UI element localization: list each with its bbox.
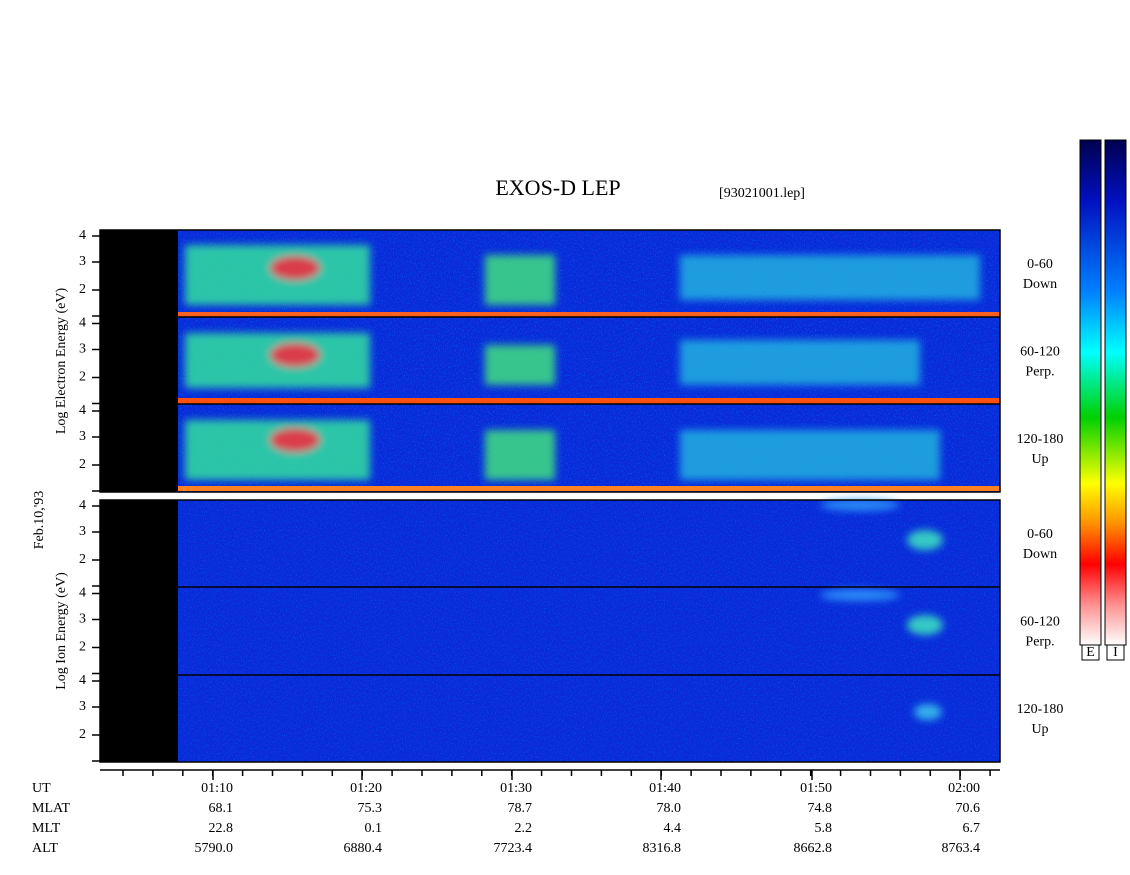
ephemeris-value: 78.7	[508, 801, 533, 816]
ion-axis-label: Log Ion Energy (eV)	[54, 572, 69, 690]
channel-direction: Down	[1023, 277, 1057, 292]
title: EXOS-D LEP	[495, 175, 620, 200]
ephemeris-row-name: MLT	[32, 821, 61, 836]
ephemeris-value: 01:10	[201, 781, 233, 796]
channel-range: 120-180	[1017, 432, 1064, 447]
y-tick-label: 4	[79, 586, 86, 601]
channel-range: 60-120	[1020, 615, 1060, 630]
y-tick-label: 2	[79, 640, 86, 655]
ephemeris-value: 5.8	[815, 821, 833, 836]
y-tick-label: 3	[79, 342, 86, 357]
ephemeris-value: 74.8	[808, 801, 833, 816]
y-tick-label: 2	[79, 457, 86, 472]
file-name: [93021001.lep]	[719, 186, 805, 201]
ephemeris-value: 75.3	[358, 801, 383, 816]
ephemeris-value: 70.6	[956, 801, 981, 816]
ephemeris-value: 4.4	[664, 821, 682, 836]
ephemeris-row-name: ALT	[32, 841, 58, 856]
y-tick-label: 2	[79, 370, 86, 385]
y-tick-label: 3	[79, 254, 86, 269]
y-tick-label: 2	[79, 727, 86, 742]
date: Feb.10,'93	[32, 491, 47, 550]
ephemeris-value: 6880.4	[344, 841, 383, 856]
ephemeris-value: 6.7	[963, 821, 981, 836]
y-tick-label: 4	[79, 403, 86, 418]
ephemeris-value: 01:50	[800, 781, 832, 796]
color-bar-label: I	[1113, 645, 1118, 660]
ephemeris-value: 0.1	[365, 821, 383, 836]
y-tick-label: 4	[79, 498, 86, 513]
y-tick-label: 2	[79, 552, 86, 567]
ephemeris-value: 78.0	[657, 801, 682, 816]
ephemeris-value: 02:00	[948, 781, 980, 796]
ephemeris-value: 01:40	[649, 781, 681, 796]
ephemeris-value: 8662.8	[794, 841, 833, 856]
channel-range: 0-60	[1027, 527, 1053, 542]
ephemeris-row-name: MLAT	[32, 801, 71, 816]
color-bars	[1079, 139, 1127, 661]
ephemeris-value: 2.2	[515, 821, 533, 836]
ephemeris-value: 5790.0	[195, 841, 234, 856]
y-tick-label: 4	[79, 316, 86, 331]
ephemeris-value: 68.1	[209, 801, 234, 816]
ephemeris-value: 01:20	[350, 781, 382, 796]
y-tick-label: 4	[79, 673, 86, 688]
y-tick-label: 3	[79, 429, 86, 444]
y-tick-label: 4	[79, 228, 86, 243]
channel-direction: Up	[1031, 722, 1048, 737]
ephemeris-row-name: UT	[32, 781, 51, 796]
channel-range: 0-60	[1027, 257, 1053, 272]
channel-direction: Down	[1023, 547, 1057, 562]
ephemeris-value: 8763.4	[942, 841, 981, 856]
ephemeris-value: 22.8	[209, 821, 234, 836]
color-bar-label: E	[1086, 645, 1095, 660]
y-tick-label: 3	[79, 612, 86, 627]
channel-direction: Up	[1031, 452, 1048, 467]
channel-range: 60-120	[1020, 345, 1060, 360]
y-tick-label: 3	[79, 524, 86, 539]
y-tick-label: 3	[79, 699, 86, 714]
ephemeris-value: 01:30	[500, 781, 532, 796]
electron-axis-label: Log Electron Energy (eV)	[54, 288, 69, 435]
channel-range: 120-180	[1017, 702, 1064, 717]
ephemeris-value: 7723.4	[494, 841, 533, 856]
electron-spectrogram	[99, 229, 1001, 493]
ephemeris-value: 8316.8	[643, 841, 682, 856]
channel-direction: Perp.	[1025, 365, 1054, 380]
ion-spectrogram	[99, 499, 1001, 763]
channel-direction: Perp.	[1025, 635, 1054, 650]
y-tick-label: 2	[79, 282, 86, 297]
